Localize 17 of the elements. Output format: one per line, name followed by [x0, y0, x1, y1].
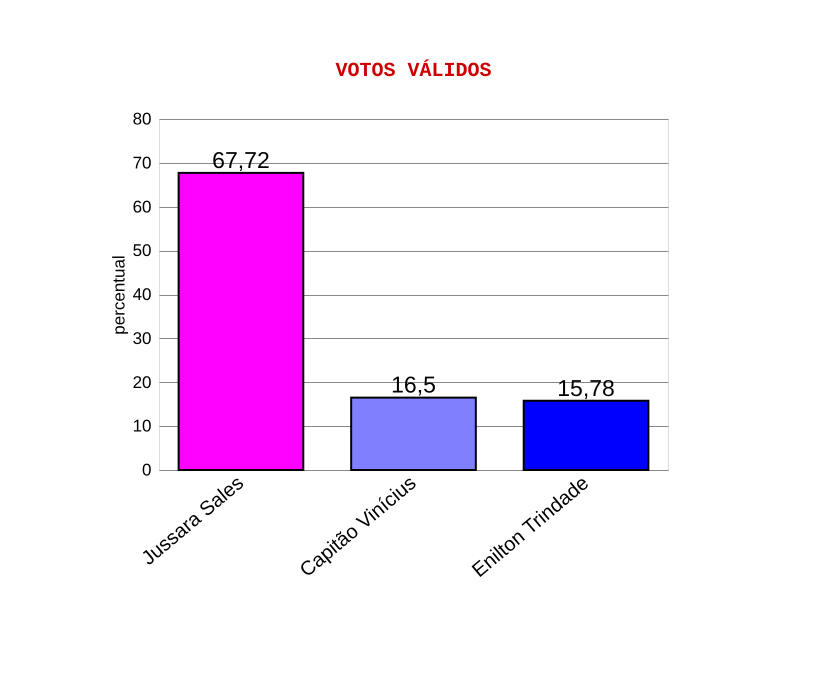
bar — [178, 172, 304, 471]
y-tick-label: 30 — [132, 328, 152, 348]
y-tick-label: 10 — [132, 416, 152, 436]
data-label: 67,72 — [212, 146, 270, 173]
bar — [350, 396, 477, 471]
y-tick-label: 60 — [132, 197, 152, 216]
y-tick-label: 20 — [132, 372, 152, 392]
y-axis-title: percentual — [110, 255, 129, 335]
y-tick-label: 50 — [132, 241, 152, 260]
y-tick-label: 0 — [142, 460, 152, 480]
data-label: 16,5 — [391, 372, 436, 398]
y-tick-label: 70 — [132, 153, 152, 172]
chart-title: VOTOS VÁLIDOS — [335, 59, 492, 83]
y-tick-label: 80 — [132, 110, 152, 128]
bar — [522, 400, 650, 471]
data-label: 15,78 — [557, 374, 615, 401]
y-tick-label: 40 — [132, 285, 152, 304]
